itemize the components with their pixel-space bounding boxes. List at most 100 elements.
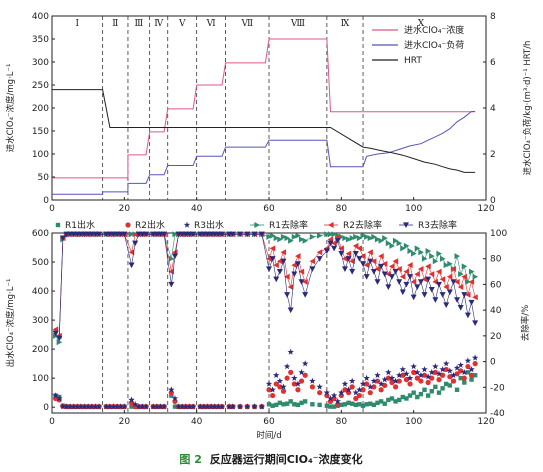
r3-effluent-marker — [338, 389, 345, 396]
r3-removal-marker — [443, 302, 450, 308]
r3-effluent-marker — [88, 403, 95, 410]
r3-removal-marker — [143, 231, 150, 238]
r1-effluent-marker — [328, 404, 333, 409]
r3-removal-marker — [454, 297, 461, 303]
r2-effluent-marker — [403, 377, 410, 383]
r3-removal-marker — [345, 256, 352, 262]
r1-removal-marker — [168, 255, 175, 262]
r3-effluent-marker — [468, 366, 475, 373]
r3-effluent-marker — [352, 389, 359, 396]
r1-removal-marker — [367, 235, 374, 242]
r3-effluent-marker — [269, 386, 276, 393]
top-y2-tick-label: 8 — [490, 12, 496, 22]
r3-removal-marker — [439, 292, 446, 298]
bottom-x-tick-labels: 0 20 40 60 80 100 120 — [49, 410, 495, 427]
r1-effluent-marker — [342, 402, 348, 407]
r3-removal-marker — [352, 250, 359, 257]
r3-removal-marker — [392, 268, 399, 275]
r2-removal-marker — [363, 262, 370, 269]
r2-removal-marker — [331, 240, 337, 247]
bottom-y-tick-label: 200 — [32, 345, 49, 355]
r3-effluent-marker — [121, 403, 128, 410]
r3-effluent-marker — [74, 403, 81, 410]
top-y-tick-label: 300 — [32, 58, 49, 68]
bottom-y-axis-label: 出水ClO₄⁻浓度/mg·L⁻¹ — [5, 279, 16, 368]
r3-removal-marker — [367, 258, 374, 265]
r3-removal-marker — [363, 274, 370, 280]
r3-removal-marker — [356, 256, 363, 262]
r3-effluent-marker — [381, 376, 388, 383]
r3-effluent-marker — [215, 403, 222, 410]
r3-effluent-marker — [92, 403, 99, 410]
r2-removal-marker — [461, 273, 467, 280]
r2-removal-marker — [435, 268, 442, 275]
bottom-phase-divider-lines — [102, 233, 364, 413]
bottom-y-tick-label: 400 — [32, 287, 49, 297]
r1-effluent-marker — [371, 402, 377, 408]
r2-removal-marker — [472, 294, 478, 301]
r3-effluent-marker — [81, 403, 88, 410]
r3-removal-marker — [291, 271, 298, 278]
r1-effluent-marker — [349, 401, 355, 406]
r1-effluent-marker — [331, 404, 337, 409]
r3-removal-marker — [323, 248, 330, 254]
r2-effluent-marker — [270, 392, 276, 399]
r3-removal-marker — [468, 299, 475, 306]
r2-removal-marker — [280, 249, 287, 256]
r3-removal-marker — [472, 320, 479, 326]
r3-removal-marker — [276, 268, 283, 275]
r3-removal-marker — [370, 268, 377, 275]
r2-removal-marker — [276, 258, 283, 265]
r3-effluent-marker — [106, 403, 114, 410]
r3-effluent-marker — [291, 374, 298, 381]
r1-effluent-marker — [389, 396, 395, 401]
r3-removal-marker — [190, 231, 197, 238]
r1-removal-marker — [403, 242, 410, 249]
r1-effluent-marker — [281, 402, 286, 407]
r1-removal-marker — [418, 249, 424, 256]
r2-removal-marker — [266, 255, 272, 262]
r2-removal-marker — [399, 273, 406, 280]
bottom-x-tick-label: 100 — [405, 417, 422, 427]
r3-removal-marker — [396, 279, 403, 285]
r3-effluent-marker — [356, 386, 363, 393]
r2-effluent-marker — [400, 372, 406, 378]
r3-removal-marker — [461, 292, 468, 298]
r1-effluent-marker — [288, 399, 293, 404]
r3-effluent-marker — [327, 395, 334, 402]
r3-removal-marker — [457, 304, 464, 311]
r3-effluent-marker — [110, 403, 117, 410]
r3-effluent-marker — [399, 366, 407, 373]
r1-effluent-marker — [357, 402, 362, 407]
r3-effluent-marker — [142, 403, 150, 410]
r2-effluent-marker — [421, 372, 428, 378]
top-x-tick-label: 60 — [263, 204, 275, 214]
r1-removal-marker — [309, 233, 316, 240]
r1-effluent-marker — [172, 404, 178, 409]
r3-removal-marker — [385, 284, 392, 290]
r2-removal-marker — [385, 271, 391, 278]
r1-removal-marker — [392, 237, 399, 244]
r1-effluent-marker — [346, 400, 351, 406]
r2-effluent-marker — [367, 390, 373, 396]
r1-removal-marker — [270, 232, 276, 239]
r3-removal-marker — [59, 235, 66, 242]
top-series-hrt-line — [52, 89, 476, 173]
top-y2-tick-label: 0 — [490, 196, 496, 206]
r3-effluent-marker — [345, 386, 352, 393]
r1-removal-marker — [342, 235, 348, 242]
r3-removal-marker — [266, 266, 272, 272]
r1-effluent-marker — [411, 390, 416, 395]
r3-effluent-marker — [432, 363, 439, 370]
r2-removal-marker — [298, 268, 305, 275]
r3-effluent-marker — [341, 380, 349, 387]
r3-effluent-marker — [446, 367, 454, 374]
r2-effluent-marker — [378, 387, 384, 393]
r1-removal-marker — [454, 253, 461, 260]
r1-effluent-marker — [422, 387, 427, 392]
r1-effluent-marker — [284, 401, 290, 406]
r2-removal-marker — [370, 258, 377, 265]
r2-removal-marker — [341, 255, 348, 262]
r3-effluent-marker — [211, 403, 218, 410]
